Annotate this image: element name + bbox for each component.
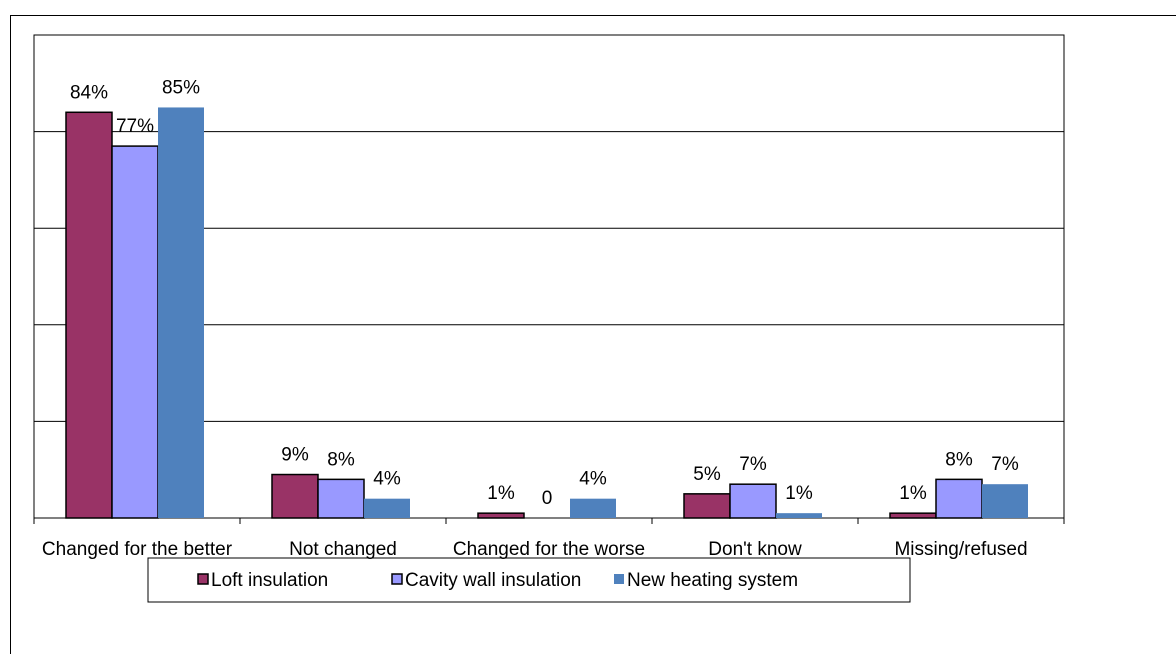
bar	[935, 478, 983, 519]
bar	[158, 107, 204, 518]
legend-swatch	[197, 573, 209, 585]
bar	[889, 512, 937, 519]
bar	[111, 145, 159, 519]
data-label: 4%	[579, 469, 607, 490]
data-label: 84%	[70, 82, 108, 103]
data-label: 7%	[739, 454, 767, 475]
data-label: 5%	[693, 464, 721, 485]
legend-label: Loft insulation	[211, 570, 328, 591]
x-tick-label: Changed for the better	[41, 539, 233, 560]
data-label: 9%	[281, 445, 309, 466]
data-label: 4%	[373, 469, 401, 490]
data-label: 8%	[945, 449, 973, 470]
legend-box	[147, 557, 911, 603]
chart-frame	[10, 15, 1176, 654]
bar	[570, 498, 616, 518]
data-label: 7%	[991, 454, 1019, 475]
bar	[65, 111, 113, 519]
bar	[982, 484, 1028, 518]
x-tick-label: Don't know	[708, 539, 802, 560]
bar	[317, 478, 365, 519]
data-label: 0	[542, 488, 553, 509]
data-label: 8%	[327, 449, 355, 470]
legend-label: Cavity wall insulation	[405, 570, 581, 591]
bar	[271, 473, 319, 519]
data-label: 85%	[162, 77, 200, 98]
data-label: 1%	[785, 483, 813, 504]
legend-swatch	[391, 573, 403, 585]
x-tick-label: Changed for the worse	[452, 539, 646, 560]
legend-swatch	[614, 574, 624, 584]
bar	[364, 498, 410, 518]
x-tick-label: Not changed	[289, 539, 397, 560]
data-label: 77%	[116, 116, 154, 137]
bar	[729, 483, 777, 519]
legend-label: New heating system	[627, 570, 798, 591]
bar	[477, 512, 525, 519]
data-label: 1%	[899, 483, 927, 504]
x-tick-label: Missing/refused	[894, 539, 1028, 560]
bar	[683, 493, 731, 519]
bar	[776, 513, 822, 518]
data-label: 1%	[487, 483, 515, 504]
